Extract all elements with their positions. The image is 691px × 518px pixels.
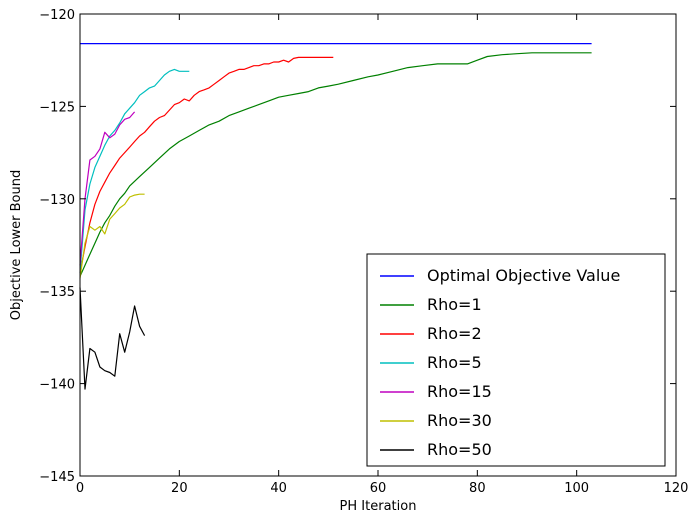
- x-tick-label: 40: [270, 481, 287, 496]
- legend: Optimal Objective Value Rho=1 Rho=2 Rho=5 Rh…: [366, 253, 666, 467]
- legend-label-0: Optimal Objective Value: [427, 266, 620, 285]
- series-line-1: [79, 52, 592, 277]
- y-tick-label: −140: [39, 378, 75, 393]
- legend-label-1: Rho=1: [427, 295, 482, 314]
- series-line-3: [79, 68, 190, 273]
- legend-label-3: Rho=5: [427, 353, 482, 372]
- x-axis-label: PH Iteration: [340, 499, 417, 514]
- x-tick-label: 60: [370, 481, 387, 496]
- series-line-6: [79, 287, 146, 390]
- x-tick-label: 120: [664, 481, 689, 496]
- y-tick-label: −145: [39, 470, 75, 485]
- y-tick-label: −125: [39, 100, 75, 115]
- y-tick-label: −135: [39, 285, 75, 300]
- legend-box: [366, 253, 666, 467]
- x-tick-label: 20: [171, 481, 188, 496]
- x-tick-label: 0: [76, 481, 84, 496]
- legend-label-2: Rho=2: [427, 324, 482, 343]
- y-axis-label: Objective Lower Bound: [9, 170, 24, 320]
- y-axis: −120 −125 −130 −135 −140 −145: [39, 8, 676, 485]
- series-line-4: [79, 111, 136, 266]
- series-layer: [79, 42, 592, 390]
- x-tick-label: 100: [564, 481, 589, 496]
- x-tick-label: 80: [469, 481, 486, 496]
- y-tick-label: −120: [39, 8, 75, 23]
- legend-label-4: Rho=15: [427, 382, 492, 401]
- series-line-2: [79, 56, 334, 273]
- legend-label-5: Rho=30: [427, 411, 492, 430]
- series-line-5: [79, 193, 145, 279]
- y-tick-label: −130: [39, 193, 75, 208]
- x-axis: 0 20 40 60 80 100 120: [76, 14, 689, 496]
- legend-label-6: Rho=50: [427, 440, 492, 459]
